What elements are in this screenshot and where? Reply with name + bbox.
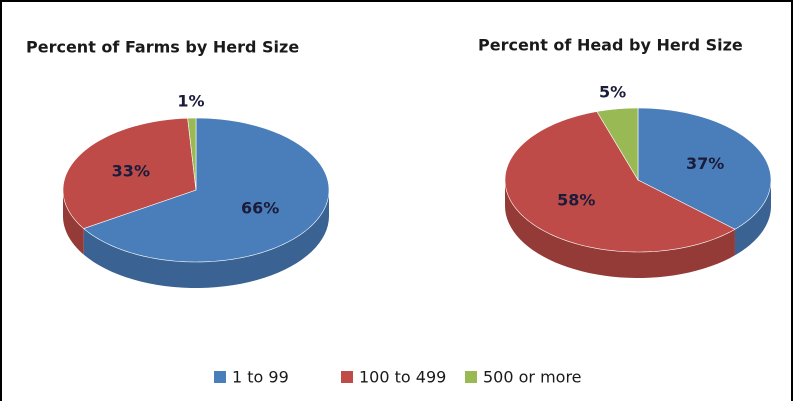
data-label: 5% xyxy=(599,83,626,102)
slice-side xyxy=(83,190,330,288)
legend-swatch xyxy=(214,371,226,383)
data-label: 37% xyxy=(686,154,724,173)
slice xyxy=(504,111,736,253)
data-label: 58% xyxy=(557,191,595,210)
chart-title: Percent of Head by Herd Size xyxy=(478,36,743,55)
slice-side xyxy=(734,180,771,256)
data-label: 66% xyxy=(241,199,279,218)
slice-side xyxy=(505,180,735,278)
slice xyxy=(187,117,197,191)
slice-side xyxy=(63,190,84,255)
data-label: 1% xyxy=(177,92,204,111)
legend-label: 100 to 499 xyxy=(359,368,446,387)
slice xyxy=(62,117,197,229)
legend-swatch xyxy=(465,371,477,383)
chart-title: Percent of Farms by Herd Size xyxy=(26,38,299,57)
slice xyxy=(637,107,772,230)
data-label: 33% xyxy=(112,162,150,181)
slice xyxy=(596,107,639,182)
legend-label: 500 or more xyxy=(483,368,582,387)
slice xyxy=(83,117,330,263)
legend-swatch xyxy=(341,371,353,383)
legend-label: 1 to 99 xyxy=(232,368,289,387)
